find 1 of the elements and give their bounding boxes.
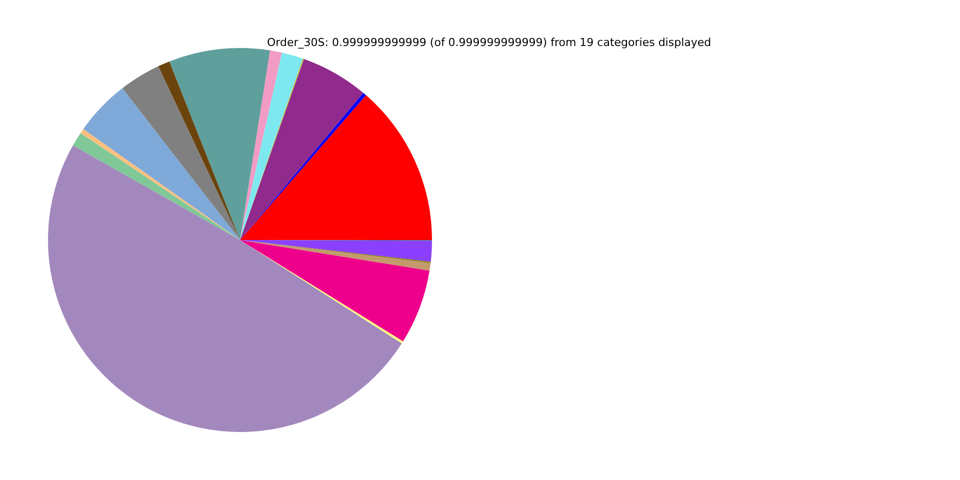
text: Order_30S: 0.999999999999 (of 0.999999999999) from 19 categories displayed — [267, 36, 712, 49]
